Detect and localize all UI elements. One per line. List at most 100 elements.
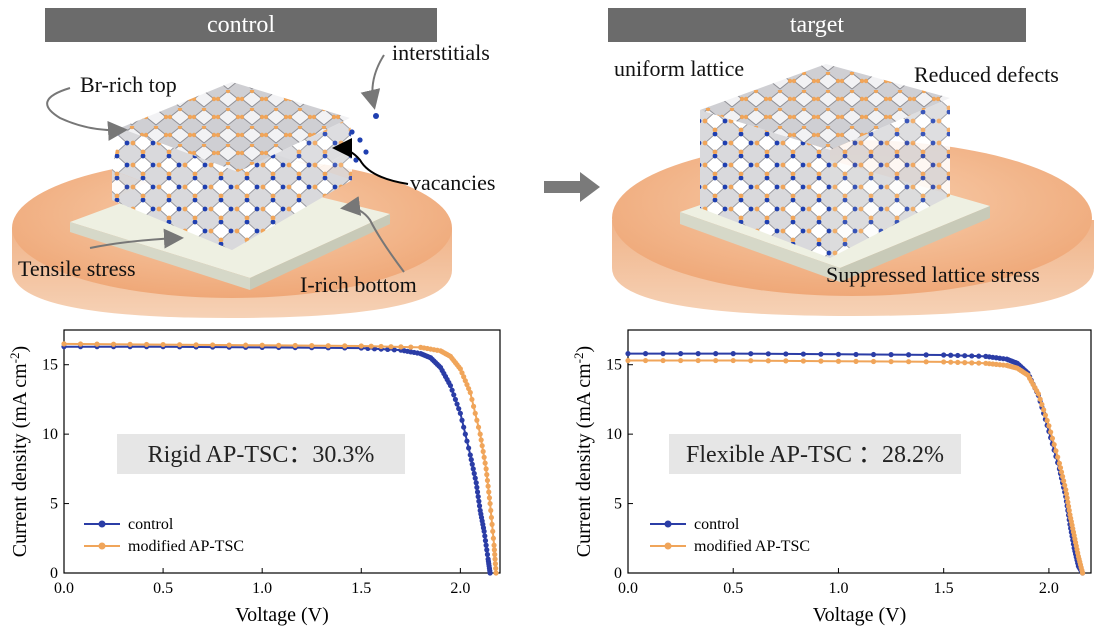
data-point (459, 417, 465, 423)
data-point (292, 342, 298, 349)
data-point (484, 472, 490, 478)
data-point (77, 341, 84, 347)
data-point (475, 494, 481, 500)
data-point (490, 535, 496, 541)
data-point (800, 351, 806, 357)
data-point (482, 460, 488, 466)
data-point (479, 443, 485, 449)
x-tick-label: 1.0 (828, 580, 848, 597)
data-point (1063, 491, 1070, 497)
label-tensile-stress: Tensile stress (18, 256, 136, 281)
data-point (358, 343, 364, 349)
arrow-interstitials (360, 54, 385, 110)
data-point (473, 480, 479, 486)
legend-label: control (128, 516, 174, 533)
legend-marker (98, 520, 106, 528)
data-point (870, 358, 877, 365)
data-point (484, 551, 491, 558)
y-axis-label: Current density (mA cm-2) (7, 346, 32, 557)
data-point (342, 343, 348, 349)
data-point (467, 389, 473, 396)
data-point (1066, 507, 1072, 514)
data-point (948, 359, 954, 365)
y-tick-label: 5 (614, 496, 622, 513)
data-point (464, 438, 470, 444)
data-point (391, 347, 397, 353)
y-tick-label: 5 (50, 496, 58, 513)
data-point (678, 351, 684, 357)
label-suppressed-stress: Suppressed lattice stress (826, 262, 1040, 287)
data-point (461, 374, 467, 380)
data-point (955, 359, 961, 365)
data-point (730, 357, 736, 364)
data-point (456, 406, 462, 412)
data-point (485, 483, 491, 489)
data-point (1055, 454, 1061, 460)
data-point (398, 344, 404, 350)
data-point (1035, 391, 1041, 397)
data-point (61, 341, 67, 347)
data-point (368, 343, 374, 349)
data-point (466, 445, 472, 451)
chart-flexible: Flexible AP-TSC ：28.2% 0.0 0.5 1.0 1.5 2.0 0 5 1… (571, 329, 1092, 626)
data-point (481, 528, 487, 534)
data-point (491, 547, 497, 553)
data-point (474, 484, 480, 490)
data-point (1044, 417, 1050, 424)
label-vacancies: vacancies (410, 170, 496, 195)
data-point (388, 344, 394, 350)
y-tick-label: 15 (42, 357, 58, 374)
data-point (941, 359, 947, 365)
data-point (642, 351, 649, 357)
data-point (474, 417, 480, 423)
label-i-rich-bottom: I-rich bottom (300, 272, 417, 297)
x-tick-label: 2.0 (1039, 580, 1059, 597)
data-point (765, 358, 771, 364)
data-point (489, 521, 495, 527)
data-point (962, 360, 968, 366)
data-point (469, 461, 475, 467)
data-point (1079, 570, 1086, 576)
data-point (713, 357, 719, 364)
legend-label: control (694, 516, 740, 533)
data-point (492, 561, 498, 567)
y-tick-label: 10 (42, 426, 58, 443)
x-axis-label: Voltage (V) (813, 604, 907, 626)
data-point (695, 357, 701, 364)
y-tick-label: 15 (606, 357, 622, 374)
label-interstitials: interstitials (392, 40, 490, 65)
arrow-br-rich (46, 87, 128, 141)
label-br-rich-top: Br-rich top (80, 72, 177, 97)
data-point (127, 341, 133, 347)
data-point (1061, 478, 1067, 484)
data-point (408, 344, 414, 350)
data-point (110, 341, 117, 347)
data-point (457, 366, 463, 372)
x-tick-label: 1.5 (934, 580, 954, 597)
data-point (464, 382, 470, 388)
data-point (660, 357, 666, 364)
data-point (765, 351, 771, 357)
data-point (484, 547, 490, 553)
data-point (800, 358, 806, 364)
data-point (976, 360, 982, 366)
data-point (835, 351, 842, 357)
data-point (969, 360, 975, 366)
data-point (730, 351, 736, 357)
data-point (748, 351, 754, 357)
data-point (447, 382, 454, 389)
data-point (678, 357, 684, 364)
data-point (491, 542, 497, 548)
annotation-box (117, 434, 405, 474)
data-point (660, 351, 666, 357)
data-point (470, 403, 477, 409)
data-point (906, 352, 912, 358)
data-point (177, 342, 183, 348)
data-point (193, 342, 199, 348)
data-point (1048, 429, 1054, 435)
legend-label: modified AP-TSC (128, 538, 244, 555)
data-point (1064, 495, 1070, 501)
legend-label: modified AP-TSC (694, 538, 810, 555)
data-point (1065, 503, 1072, 509)
data-point (1065, 499, 1071, 505)
